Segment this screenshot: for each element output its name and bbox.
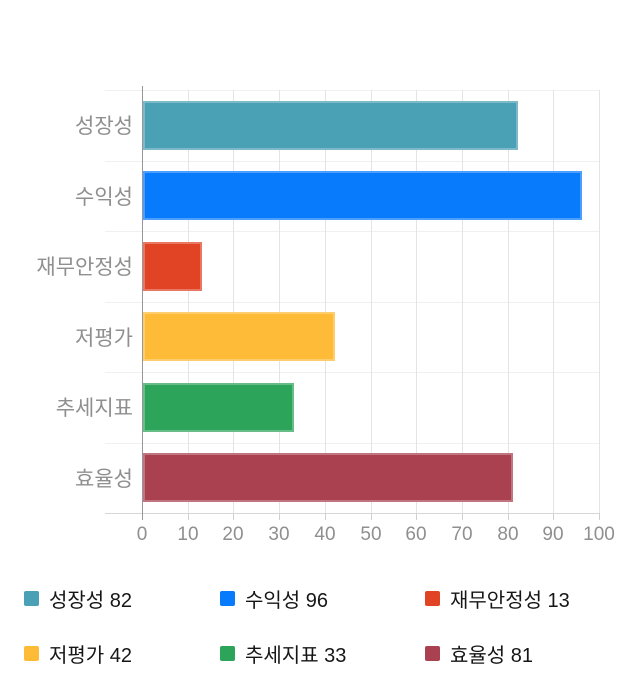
legend-label: 추세지표 33 bbox=[245, 644, 347, 667]
x-gridline bbox=[462, 90, 463, 513]
legend-swatch bbox=[24, 645, 39, 661]
y-axis-label: 효율성 bbox=[75, 467, 133, 491]
x-axis-tick bbox=[279, 513, 280, 520]
row-gridline bbox=[105, 301, 599, 303]
x-gridline bbox=[553, 90, 554, 513]
x-tick-label: 80 bbox=[497, 524, 519, 545]
x-axis-tick bbox=[188, 513, 189, 520]
legend-item[interactable]: 추세지표 33 bbox=[220, 640, 347, 667]
y-axis-line bbox=[142, 86, 143, 520]
legend-swatch bbox=[220, 590, 235, 606]
legend-swatch bbox=[425, 645, 440, 661]
x-gridline bbox=[188, 90, 189, 513]
legend-label: 수익성 96 bbox=[245, 589, 329, 612]
bar[interactable] bbox=[143, 382, 294, 432]
bar[interactable] bbox=[143, 453, 514, 503]
x-tick-label: 70 bbox=[451, 524, 473, 545]
x-gridline bbox=[279, 90, 280, 513]
x-tick-label: 20 bbox=[222, 524, 244, 545]
bar[interactable] bbox=[143, 100, 518, 150]
legend-label: 저평가 42 bbox=[49, 644, 133, 667]
legend-swatch bbox=[24, 590, 39, 606]
x-axis-tick bbox=[462, 513, 463, 520]
legend-swatch bbox=[220, 645, 235, 661]
legend-item[interactable]: 재무안정성 13 bbox=[425, 585, 570, 612]
row-gridline bbox=[105, 231, 599, 232]
x-gridline bbox=[371, 90, 372, 513]
x-tick-label: 100 bbox=[583, 524, 615, 545]
row-gridline bbox=[105, 372, 599, 373]
bar[interactable] bbox=[143, 171, 582, 221]
legend-label: 성장성 82 bbox=[49, 589, 133, 612]
x-gridline bbox=[233, 90, 234, 513]
x-gridline bbox=[416, 90, 417, 513]
legend-label: 효율성 81 bbox=[450, 644, 534, 667]
x-axis-tick bbox=[371, 513, 372, 520]
x-tick-label: 40 bbox=[314, 524, 336, 545]
y-axis-label: 저평가 bbox=[75, 326, 133, 350]
row-gridline bbox=[105, 442, 599, 444]
row-gridline bbox=[105, 160, 599, 162]
x-tick-label: 50 bbox=[360, 524, 382, 545]
y-axis-label: 수익성 bbox=[75, 185, 133, 209]
y-axis-label: 성장성 bbox=[75, 115, 133, 139]
y-axis-label: 추세지표 bbox=[55, 397, 133, 421]
x-tick-label: 60 bbox=[405, 524, 427, 545]
x-tick-label: 10 bbox=[177, 524, 199, 545]
x-tick-label: 30 bbox=[268, 524, 290, 545]
x-axis-tick bbox=[233, 513, 234, 520]
legend-item[interactable]: 수익성 96 bbox=[220, 585, 329, 612]
x-axis-tick bbox=[416, 513, 417, 520]
x-tick-label: 90 bbox=[542, 524, 564, 545]
bar[interactable] bbox=[143, 241, 203, 291]
x-axis-tick bbox=[599, 513, 600, 520]
x-axis-line bbox=[105, 513, 599, 514]
x-gridline bbox=[325, 90, 326, 513]
y-axis-label: 재무안정성 bbox=[36, 256, 133, 280]
legend-item[interactable]: 성장성 82 bbox=[24, 585, 133, 612]
legend-item[interactable]: 저평가 42 bbox=[24, 640, 133, 667]
x-axis-tick bbox=[325, 513, 326, 520]
x-axis-tick bbox=[508, 513, 509, 520]
x-gridline bbox=[508, 90, 509, 513]
bar[interactable] bbox=[143, 312, 335, 362]
x-gridline bbox=[599, 90, 600, 513]
legend-item[interactable]: 효율성 81 bbox=[425, 640, 534, 667]
legend-label: 재무안정성 13 bbox=[450, 589, 570, 612]
row-gridline bbox=[105, 90, 599, 91]
x-tick-label: 0 bbox=[136, 524, 148, 545]
legend-swatch bbox=[425, 590, 440, 606]
x-axis-tick bbox=[553, 513, 554, 520]
